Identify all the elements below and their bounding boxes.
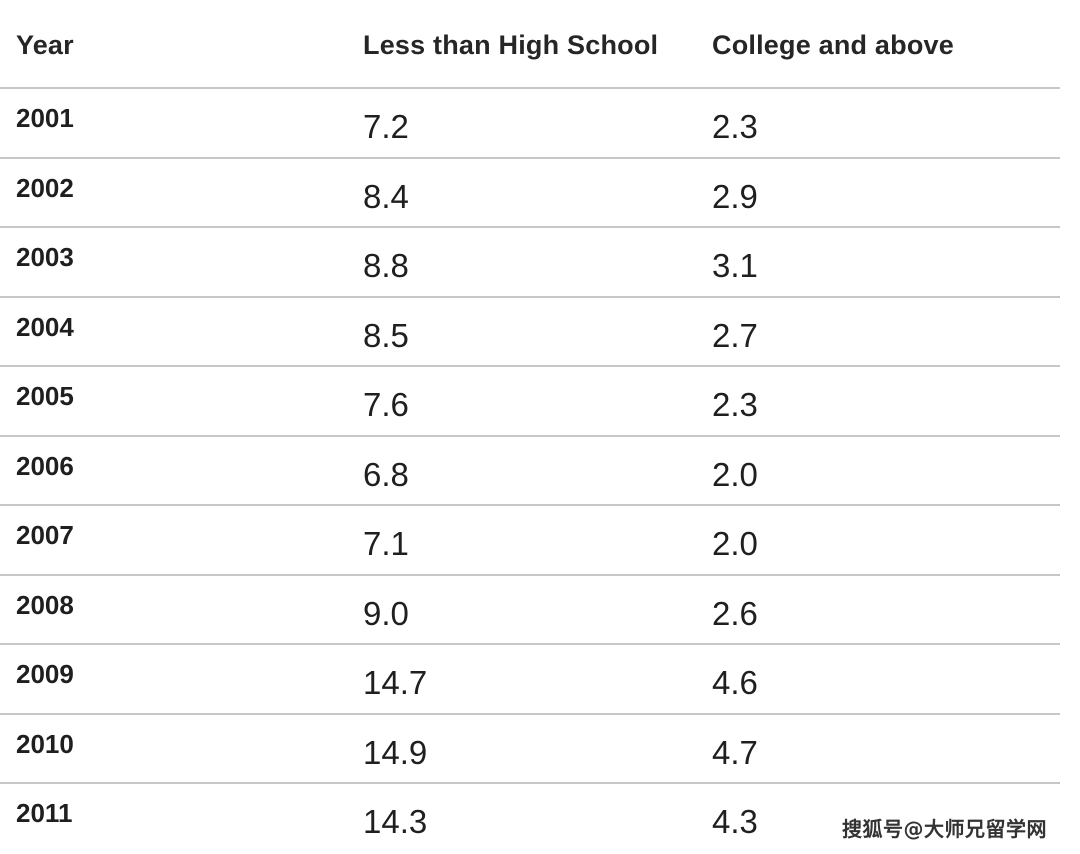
cell-year: 2001 xyxy=(16,103,74,133)
row-divider xyxy=(0,295,1060,298)
cell-less-than-high-school: 14.9 xyxy=(363,733,428,771)
cell-college-and-above: 2.3 xyxy=(712,386,758,423)
cell-year: 2006 xyxy=(16,450,74,481)
cell-college-and-above: 3.1 xyxy=(712,247,758,284)
column-header-college-and-above: College and above xyxy=(712,30,954,60)
table-row: 2008 9.0 2.6 xyxy=(0,576,1080,646)
cell-college-and-above: 2.9 xyxy=(712,177,758,215)
header-divider xyxy=(0,87,1060,89)
cell-year: 2007 xyxy=(16,520,74,550)
row-divider xyxy=(0,156,1060,159)
cell-year: 2010 xyxy=(16,728,74,759)
cell-less-than-high-school: 6.8 xyxy=(363,455,409,493)
table-row: 2007 7.1 2.0 xyxy=(0,506,1080,576)
cell-year: 2008 xyxy=(16,589,74,620)
cell-college-and-above: 4.7 xyxy=(712,733,758,771)
cell-year: 2003 xyxy=(16,242,74,272)
cell-less-than-high-school: 8.5 xyxy=(363,316,409,354)
cell-less-than-high-school: 7.6 xyxy=(363,386,409,423)
row-divider xyxy=(0,226,1060,228)
cell-less-than-high-school: 14.7 xyxy=(363,664,428,701)
table-row: 2010 14.9 4.7 xyxy=(0,715,1080,785)
cell-less-than-high-school: 7.2 xyxy=(363,108,409,145)
cell-college-and-above: 2.0 xyxy=(712,525,758,562)
table-row: 2004 8.5 2.7 xyxy=(0,298,1080,368)
cell-college-and-above: 2.3 xyxy=(712,108,758,145)
cell-year: 2004 xyxy=(16,311,74,342)
row-divider xyxy=(0,712,1060,715)
table-row: 2002 8.4 2.9 xyxy=(0,159,1080,229)
table-row: 2006 6.8 2.0 xyxy=(0,437,1080,507)
table-row: 2003 8.8 3.1 xyxy=(0,228,1080,298)
cell-college-and-above: 4.6 xyxy=(712,664,758,701)
cell-college-and-above: 2.7 xyxy=(712,316,758,354)
row-divider xyxy=(0,434,1060,437)
cell-less-than-high-school: 7.1 xyxy=(363,525,409,562)
cell-less-than-high-school: 8.4 xyxy=(363,177,409,215)
cell-less-than-high-school: 8.8 xyxy=(363,247,409,284)
row-divider xyxy=(0,782,1060,784)
table-row: 2011 14.3 4.3 xyxy=(0,784,1080,854)
column-header-less-than-high-school: Less than High School xyxy=(363,30,659,60)
cell-college-and-above: 4.3 xyxy=(712,803,758,840)
table-row: 2001 7.2 2.3 xyxy=(0,89,1080,159)
cell-less-than-high-school: 14.3 xyxy=(363,803,428,840)
cell-college-and-above: 2.6 xyxy=(712,594,758,632)
cell-year: 2009 xyxy=(16,659,74,689)
cell-year: 2002 xyxy=(16,172,74,203)
cell-year: 2011 xyxy=(16,798,73,828)
watermark-text: 搜狐号@大师兄留学网 xyxy=(842,817,1047,841)
row-divider xyxy=(0,504,1060,506)
table-row: 2009 14.7 4.6 xyxy=(0,645,1080,715)
row-divider xyxy=(0,573,1060,576)
row-divider xyxy=(0,365,1060,367)
cell-year: 2005 xyxy=(16,381,74,411)
cell-less-than-high-school: 9.0 xyxy=(363,594,409,632)
table-row: 2005 7.6 2.3 xyxy=(0,367,1080,437)
column-header-year: Year xyxy=(16,30,74,60)
cell-college-and-above: 2.0 xyxy=(712,455,758,493)
table-header-row: Year Less than High School College and a… xyxy=(0,0,1080,88)
row-divider xyxy=(0,643,1060,645)
